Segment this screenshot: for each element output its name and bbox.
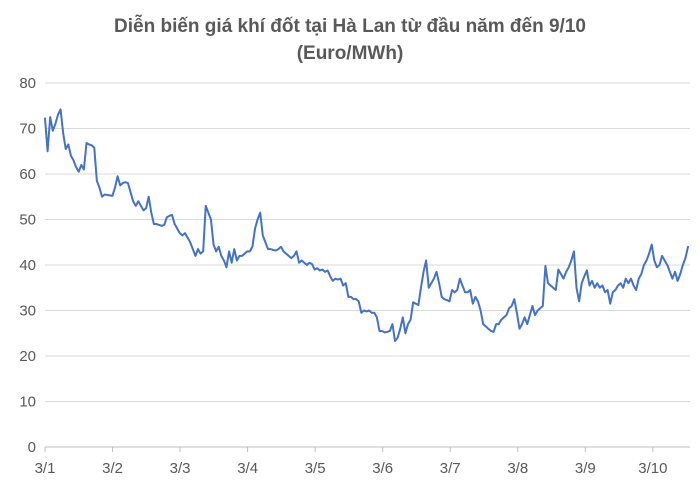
- x-tick-label: 3/4: [237, 460, 258, 477]
- x-tick-label: 3/7: [440, 460, 461, 477]
- chart-title: Diễn biến giá khí đốt tại Hà Lan từ đầu …: [114, 15, 586, 37]
- chart-subtitle: (Euro/MWh): [297, 43, 404, 64]
- x-tick-label: 3/1: [35, 460, 56, 477]
- x-axis-tick-labels: 3/1 3/2 3/3 3/4 3/5 3/6 3/7 3/8 3/9 3/10: [35, 447, 667, 477]
- x-tick-label: 3/8: [507, 460, 528, 477]
- x-tick-label: 3/2: [102, 460, 123, 477]
- y-axis-tick-labels: 0 10 20 30 40 50 60 70 80: [19, 75, 36, 456]
- x-tick-label: 3/10: [638, 460, 667, 477]
- gridlines: [45, 82, 690, 402]
- x-tick-label: 3/6: [372, 460, 393, 477]
- y-tick-label: 20: [19, 348, 36, 365]
- y-tick-label: 70: [19, 121, 36, 138]
- y-tick-label: 80: [19, 75, 36, 92]
- x-tick-label: 3/9: [575, 460, 596, 477]
- x-tick-label: 3/3: [170, 460, 191, 477]
- y-tick-label: 30: [19, 303, 36, 320]
- y-tick-label: 10: [19, 394, 36, 411]
- y-tick-label: 40: [19, 257, 36, 274]
- series-line-0: [44, 108, 689, 342]
- y-tick-label: 60: [19, 166, 36, 183]
- x-tick-label: 3/5: [305, 460, 326, 477]
- series-group: [44, 108, 689, 342]
- y-tick-label: 50: [19, 212, 36, 229]
- y-tick-label: 0: [28, 439, 36, 456]
